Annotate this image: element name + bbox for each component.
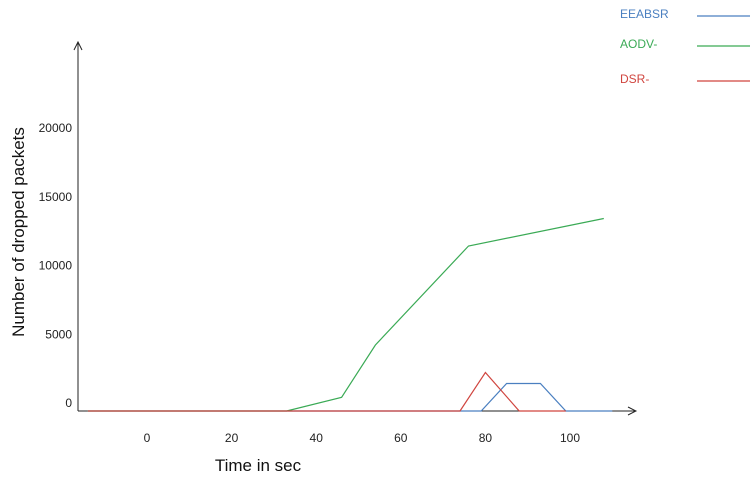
x-axis-arrowhead bbox=[627, 406, 638, 416]
legend: EEABSR AODV- DSR- bbox=[620, 7, 750, 86]
x-tick-label: 80 bbox=[479, 431, 493, 445]
y-tick-labels: 0 5000 10000 15000 20000 bbox=[39, 121, 73, 410]
x-tick-label: 60 bbox=[394, 431, 408, 445]
y-axis-arrowhead bbox=[73, 40, 83, 51]
y-tick-label: 20000 bbox=[39, 121, 73, 135]
series-line-eeabsr bbox=[87, 382, 613, 412]
y-tick-label: 15000 bbox=[39, 190, 73, 204]
legend-label: DSR- bbox=[620, 72, 649, 86]
x-tick-labels: 0 20 40 60 80 100 bbox=[144, 431, 581, 445]
series-line-aodv bbox=[87, 217, 604, 412]
legend-label: AODV- bbox=[620, 37, 657, 51]
y-tick-label: 10000 bbox=[39, 259, 73, 273]
x-axis-label: Time in sec bbox=[215, 456, 302, 475]
y-tick-label: 5000 bbox=[45, 327, 72, 341]
x-tick-label: 40 bbox=[310, 431, 324, 445]
y-axis-label: Number of dropped packets bbox=[9, 127, 28, 337]
y-tick-label: 0 bbox=[65, 396, 72, 410]
series-lines bbox=[87, 217, 613, 412]
x-tick-label: 20 bbox=[225, 431, 239, 445]
series-line-dsr bbox=[87, 371, 566, 412]
legend-label: EEABSR bbox=[620, 7, 669, 21]
x-tick-label: 100 bbox=[560, 431, 580, 445]
x-tick-label: 0 bbox=[144, 431, 151, 445]
